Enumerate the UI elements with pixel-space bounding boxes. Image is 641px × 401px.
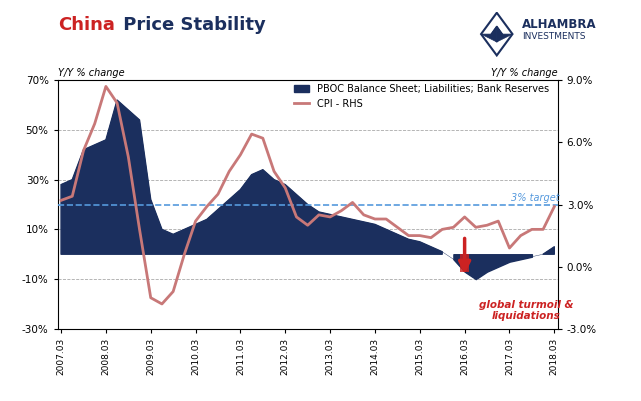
Text: Y/Y % change: Y/Y % change <box>58 68 124 78</box>
Text: INVESTMENTS: INVESTMENTS <box>522 32 586 41</box>
Polygon shape <box>491 26 503 42</box>
Polygon shape <box>481 26 497 42</box>
Text: Y/Y % change: Y/Y % change <box>491 68 558 78</box>
Text: 3% target: 3% target <box>512 193 560 203</box>
Legend: PBOC Balance Sheet; Liabilities; Bank Reserves, CPI - RHS: PBOC Balance Sheet; Liabilities; Bank Re… <box>290 80 553 113</box>
Text: Price Stability: Price Stability <box>117 16 265 34</box>
Bar <box>460 254 469 271</box>
Polygon shape <box>497 26 513 42</box>
Text: ALHAMBRA: ALHAMBRA <box>522 18 597 31</box>
Text: China: China <box>58 16 115 34</box>
Text: global turmoil &
liquidations: global turmoil & liquidations <box>479 300 574 322</box>
